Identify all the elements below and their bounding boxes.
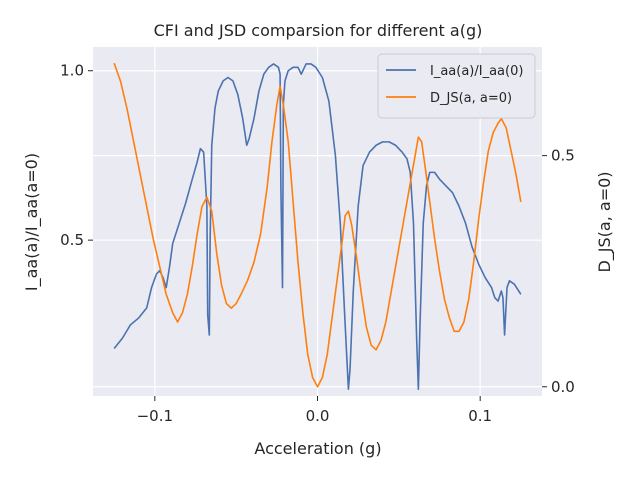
legend-label-series-1: D_JS(a, a=0)	[430, 91, 512, 106]
series-line-1	[113, 62, 522, 388]
x-tick-label: 0.0	[306, 407, 330, 425]
x-tick-label: 0.1	[468, 407, 492, 425]
legend-label-series-0: I_aa(a)/I_aa(0)	[430, 64, 523, 79]
legend: I_aa(a)/I_aa(0) D_JS(a, a=0)	[377, 53, 536, 119]
y-right-tick-label: 0.5	[551, 147, 575, 165]
ticks: −0.1 0.0 0.1 0.5 1.0 0.0 0.5	[60, 62, 575, 425]
grid	[93, 47, 542, 396]
series-line-0	[113, 63, 522, 391]
x-tick-label: −0.1	[137, 407, 173, 425]
y-right-tick-label: 0.0	[551, 378, 575, 396]
series-layer	[113, 62, 522, 391]
chart-title: CFI and JSD comparsion for different a(g…	[154, 21, 483, 40]
y-left-tick-label: 0.5	[60, 231, 84, 249]
y-axis-left-label: I_aa(a)/I_aa(a=0)	[22, 153, 42, 291]
y-left-tick-label: 1.0	[60, 62, 84, 80]
legend-box	[377, 53, 536, 119]
y-axis-right-label: D_JS(a, a=0)	[595, 171, 615, 272]
x-axis-label: Acceleration (g)	[254, 439, 381, 458]
